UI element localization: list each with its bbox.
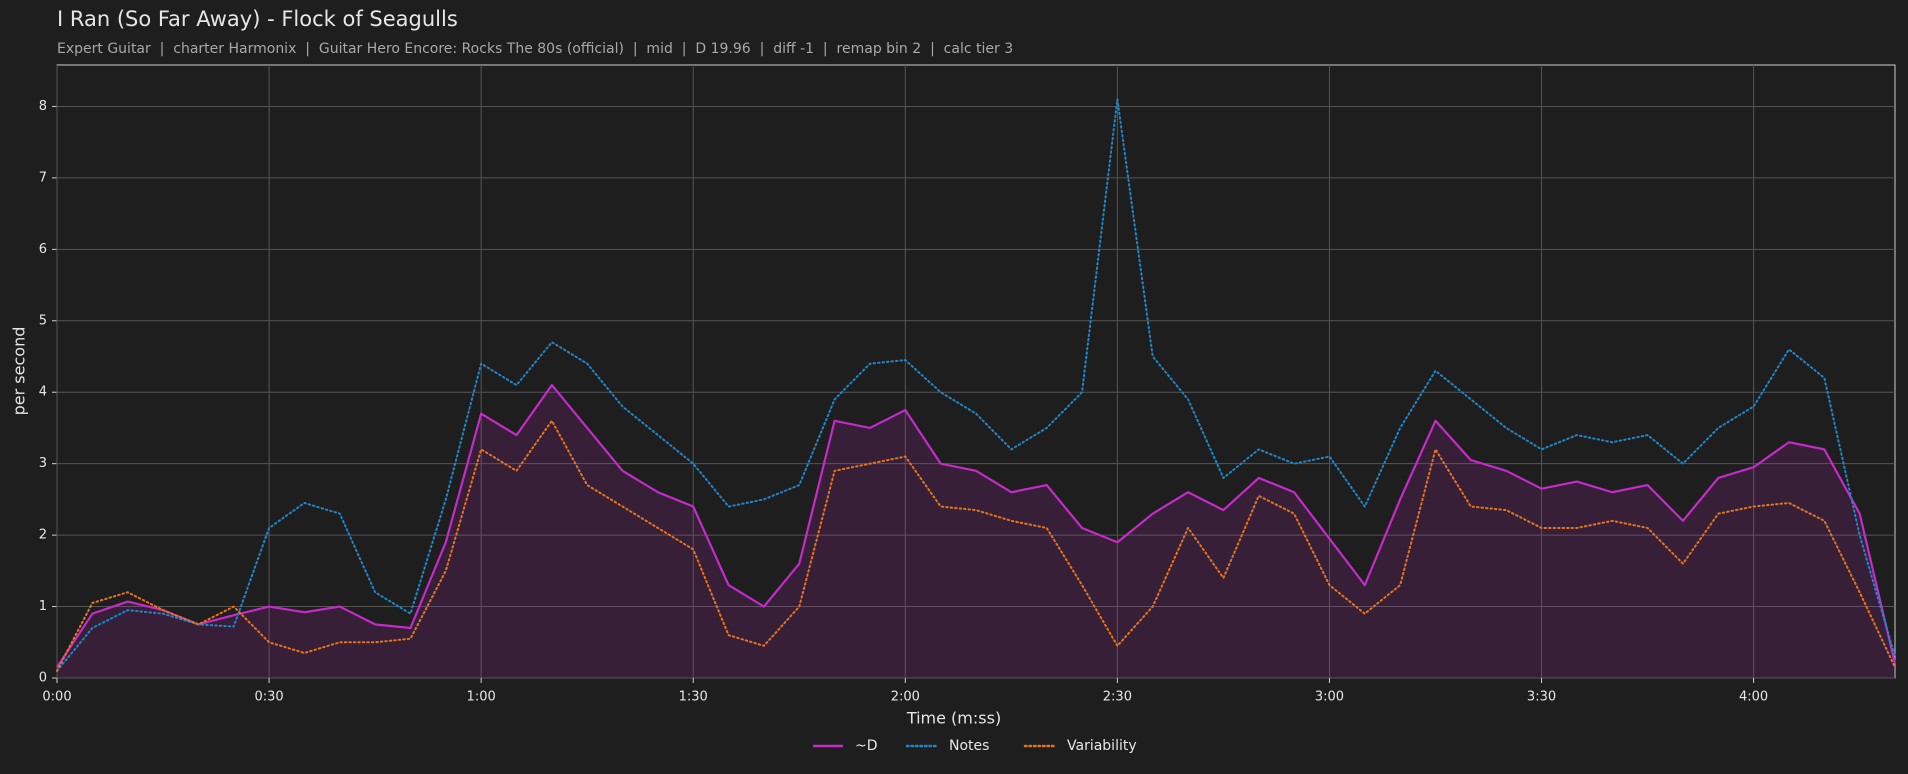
y-tick-label: 0 — [39, 671, 47, 686]
legend-label: ~D — [855, 738, 878, 754]
x-tick-label: 1:00 — [467, 690, 496, 705]
series-line — [56, 383, 1897, 668]
series-line — [56, 419, 1896, 672]
x-tick-label: 0:00 — [42, 690, 71, 705]
chart-title: I Ran (So Far Away) - Flock of Seagulls — [57, 7, 458, 31]
plot-area — [56, 64, 1896, 679]
chart-subtitle: Expert Guitar | charter Harmonix | Guita… — [57, 41, 1013, 57]
x-tick-label: 2:30 — [1103, 690, 1132, 705]
y-tick-label: 6 — [39, 242, 47, 257]
y-tick-label: 3 — [39, 456, 47, 471]
legend-label: Notes — [949, 738, 989, 754]
y-tick-label: 5 — [39, 313, 47, 328]
legend-label: Variability — [1067, 738, 1137, 754]
x-tick-label: 1:30 — [679, 690, 708, 705]
y-axis-label: per second — [10, 327, 29, 416]
y-tick-label: 1 — [39, 599, 47, 614]
x-tick-label: 3:00 — [1315, 690, 1344, 705]
y-tick-label: 4 — [39, 385, 47, 400]
y-tick-label: 7 — [39, 170, 47, 185]
x-axis-label: Time (m:ss) — [906, 709, 1001, 728]
series-line — [56, 98, 1896, 672]
y-tick-label: 8 — [39, 99, 47, 114]
x-tick-label: 3:30 — [1527, 690, 1556, 705]
x-tick-label: 4:00 — [1739, 690, 1768, 705]
x-tick-label: 0:30 — [254, 690, 283, 705]
area — [57, 385, 1895, 678]
x-tick-label: 2:00 — [891, 690, 920, 705]
y-tick-label: 2 — [39, 528, 47, 543]
